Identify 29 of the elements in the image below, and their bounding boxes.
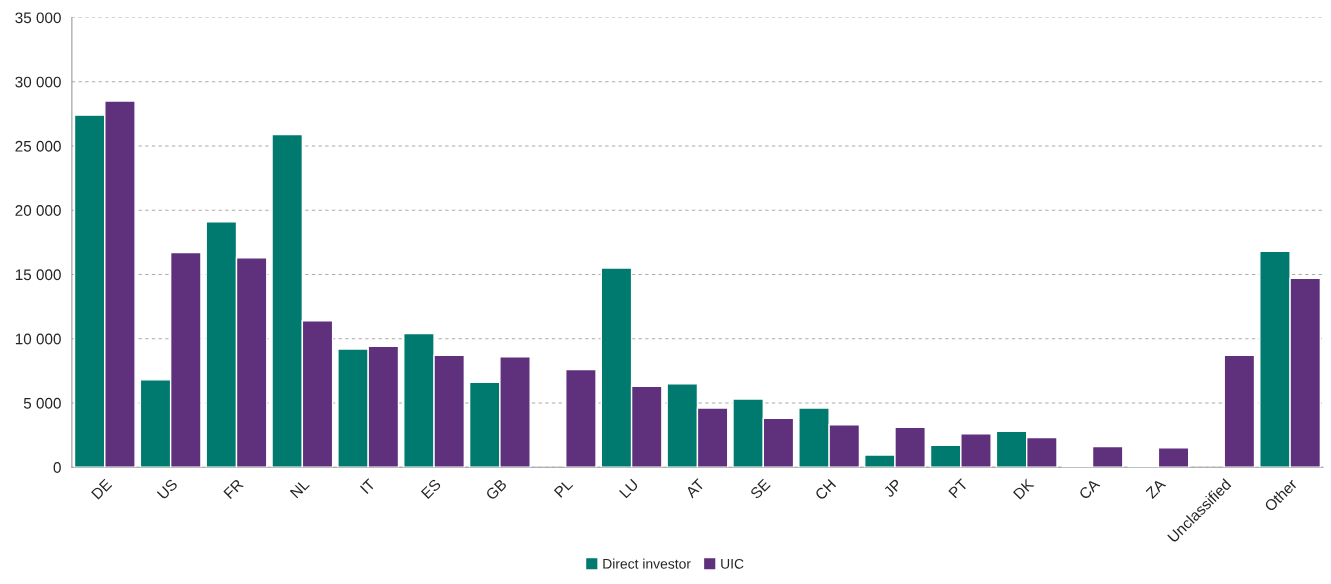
x-tick-label: PT [948,478,969,499]
x-tick-label: AT [684,478,706,499]
bar [1223,354,1256,468]
y-tick-label: 25 000 [15,140,61,152]
x-tick-label: CA [1078,477,1101,501]
x-tick-label: SE [749,478,771,500]
x-tick-label: GB [485,478,508,501]
x-tick-label: CH [814,478,837,501]
legend-label: Direct investor [603,558,691,569]
y-tick-label: 5 000 [23,397,61,409]
legend-label: UIC [721,558,744,569]
x-tick-label: DK [1012,478,1035,500]
y-tick-label: 10 000 [15,333,61,345]
x-tick-label: NL [289,478,310,499]
y-tick-label: 30 000 [15,76,61,88]
x-tick-label: FR [223,478,244,499]
y-tick-label: 15 000 [15,269,61,281]
x-tick-label: ZA [1145,478,1167,499]
x-tick-label: JP [882,478,903,498]
y-tick-label: 35 000 [15,12,61,24]
x-tick-label: LU [619,478,639,499]
y-tick-label: 20 000 [15,205,61,216]
x-tick-label: PL [553,478,574,498]
x-tick-label: ES [420,478,442,500]
bar [565,368,597,468]
x-tick-label: US [156,478,179,500]
x-tick-label: IT [359,478,376,495]
y-tick-label: 0 [53,462,61,473]
x-tick-label: DE [91,478,113,500]
